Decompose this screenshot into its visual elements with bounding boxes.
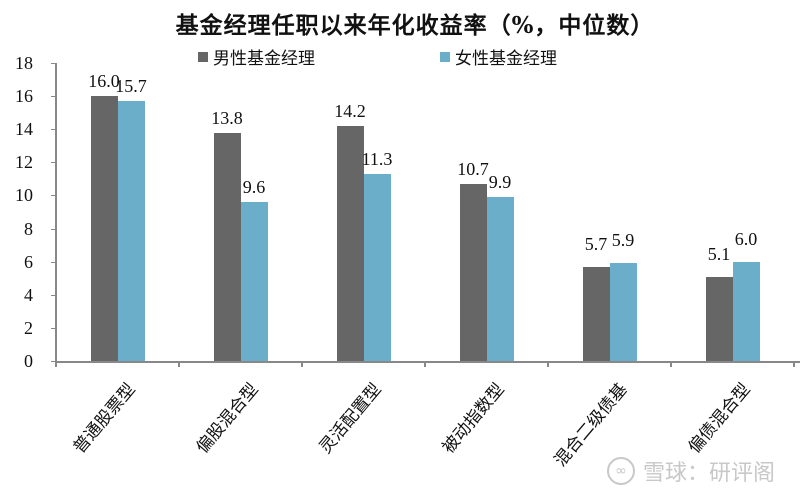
y-tick-label: 8 [24,218,33,239]
y-tick-label: 0 [24,351,33,371]
data-label: 5.7 [584,233,608,254]
y-tick-mark [51,129,56,131]
x-tick-mark [55,361,57,367]
y-tick-mark [51,228,56,230]
legend-label-female: 女性基金经理 [455,49,557,69]
y-axis [55,63,57,362]
bar-female [240,202,268,361]
x-tick-mark [547,361,549,367]
legend-item-male: 男性基金经理 [198,44,315,69]
y-tick-mark [51,195,56,197]
bar-male [90,96,118,361]
legend-item-female: 女性基金经理 [440,44,557,69]
x-tick-mark [793,361,795,367]
bar-female [117,101,145,361]
chart-title: 基金经理任职以来年化收益率（%，中位数） [175,12,655,39]
y-tick-label: 2 [24,317,33,338]
x-axis [55,361,800,363]
data-label: 15.7 [115,76,147,97]
bar-male [213,132,241,361]
y-tick-label: 12 [15,152,33,173]
y-tick-mark [51,162,56,164]
x-category-label: 普通股票型 [69,379,140,458]
data-label: 13.8 [211,107,243,128]
legend: 男性基金经理 女性基金经理 [0,44,800,69]
watermark: ∞ 雪球：研评阁 [607,455,775,487]
bar-female [609,263,637,361]
x-tick-mark [424,361,426,367]
bar-female [363,173,391,361]
y-tick-mark [51,96,56,98]
y-tick-mark [51,294,56,296]
y-tick-label: 4 [24,284,33,305]
bar-female [486,197,514,361]
data-label: 10.7 [457,158,489,179]
y-tick-mark [51,327,56,329]
data-label: 9.6 [242,177,266,198]
data-label: 5.9 [611,230,635,251]
y-tick-label: 14 [15,119,33,140]
y-tick-label: 16 [15,86,33,107]
snowball-logo-icon: ∞ [607,457,635,485]
x-category-label: 被动指数型 [438,379,509,458]
bar-male [582,266,610,361]
y-tick-mark [51,261,56,263]
data-label: 14.2 [334,100,366,121]
bar-male [459,183,487,361]
y-tick-label: 6 [24,251,33,272]
data-label: 9.9 [488,172,512,193]
y-tick-mark [51,361,56,362]
x-tick-mark [178,361,180,367]
legend-swatch-female [440,51,450,62]
bar-male [336,125,364,361]
x-category-label: 偏股混合型 [192,379,263,458]
bar-female [732,261,760,361]
x-tick-mark [670,361,672,367]
legend-label-male: 男性基金经理 [213,49,315,69]
x-category-label: 灵活配置型 [315,379,386,458]
y-tick-label: 18 [15,53,33,73]
legend-swatch-male [198,51,208,62]
y-tick-mark [51,63,56,64]
data-label: 11.3 [361,148,393,169]
x-tick-mark [301,361,303,367]
data-label: 6.0 [734,228,758,249]
bar-male [705,276,733,361]
data-label: 5.1 [707,243,731,264]
data-label: 16.0 [88,71,120,92]
watermark-text: 雪球：研评阁 [643,461,776,486]
y-tick-label: 10 [15,185,33,206]
